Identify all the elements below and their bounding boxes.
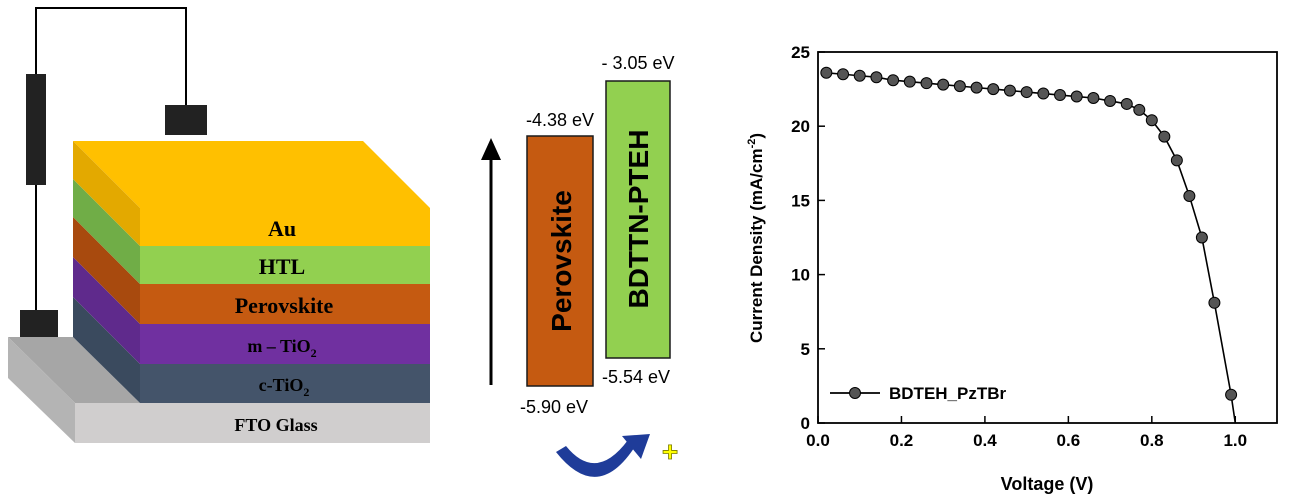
y-tick-label: 15 [791,191,810,210]
jv-chart: 0 5 10 15 20 25 0.0 0.2 0.4 0.6 0.8 1.0 Voltage (V… [746,43,1278,494]
data-point [1170,154,1183,167]
data-point [1195,231,1208,244]
x-axis-ticks: 0.0 0.2 0.4 0.6 0.8 1.0 [806,416,1247,450]
hole-symbol: + [662,436,678,467]
data-point [1145,114,1158,127]
data-point [1208,296,1221,309]
x-tick-label: 0.8 [1140,431,1164,450]
y-tick-label: 0 [801,414,810,433]
series-layer [820,66,1238,424]
htl-band-label: BDTTN-PTEH [623,130,654,309]
data-point [853,69,866,82]
perovskite-band-block [526,135,594,387]
data-point [1158,130,1171,143]
hole-transfer-arrow-head [622,434,650,459]
m-tio2-side-face [73,257,140,364]
layer-label-fto-glass: FTO Glass [234,415,317,435]
resistor-element [26,74,46,185]
data-point [820,66,833,79]
htl-lumo-level: - 3.05 eV [601,53,674,73]
series-line [826,71,1237,424]
x-tick-label: 0.4 [973,431,997,450]
htl-homo-level: -5.54 eV [602,367,670,387]
y-tick-label: 5 [801,340,810,359]
layer-label-perovskite: Perovskite [235,293,334,318]
data-point [970,81,983,94]
x-tick-label: 0.2 [890,431,914,450]
y-tick-label: 25 [791,43,810,62]
data-point [1003,84,1016,97]
data-point [1104,94,1117,107]
htl-front-face [140,246,430,284]
data-point [1070,90,1083,103]
c-tio2-side-face [73,297,140,403]
au-top-face [73,141,430,208]
fto-glass-front-face [75,403,430,443]
energy-diagram: Perovskite -4.38 eV -5.90 eV BDTTN-PTEH … [481,53,679,477]
device-stack: Au HTL Perovskite m – TiO2 c-TiO2 FTO Gl… [8,7,430,443]
htl-side-face [73,179,140,284]
data-point [987,83,1000,96]
plot-frame [817,51,1278,424]
legend-label: BDTEH_PzTBr [889,384,1007,403]
data-point [1133,103,1146,116]
legend-marker [849,387,861,399]
data-point [1037,87,1050,100]
perovskite-side-face [73,217,140,324]
perovskite-band-label: Perovskite [546,190,577,332]
perovskite-homo-level: -5.90 eV [520,397,588,417]
y-tick-label: 10 [791,266,810,285]
data-point [870,71,883,84]
fto-glass-top-face [8,337,140,403]
data-point [1225,388,1238,401]
au-side-face [73,141,140,246]
layer-label-m-tio2: m – TiO2 [247,336,316,360]
data-point [887,74,900,87]
x-tick-label: 0.0 [806,431,830,450]
data-point [1087,92,1100,105]
c-tio2-front-face [140,364,430,403]
fto-glass-side-face [8,337,75,443]
m-tio2-front-face [140,324,430,364]
bottom-contact [20,310,58,337]
hole-transfer-arrow-body [556,440,636,477]
y-tick-label: 20 [791,117,810,136]
top-wire [35,7,187,105]
x-tick-label: 1.0 [1223,431,1247,450]
y-axis-ticks: 0 5 10 15 20 25 [791,43,825,433]
data-point [1183,189,1196,202]
data-point [903,75,916,88]
layer-label-au: Au [268,216,296,241]
data-point [953,80,966,93]
perovskite-lumo-level: -4.38 eV [526,110,594,130]
data-point [1120,97,1133,110]
layer-label-htl: HTL [259,254,305,279]
perovskite-front-face [140,284,430,324]
data-point [1020,86,1033,99]
data-point [937,78,950,91]
layer-label-c-tio2: c-TiO2 [259,375,310,399]
htl-band-block [605,80,671,359]
legend: BDTEH_PzTBr [830,384,1007,403]
y-axis-label: Current Density (mA/cm-2) [746,133,766,343]
au-front-face [140,208,430,246]
top-contact [165,105,207,135]
data-point [837,68,850,81]
x-axis-label: Voltage (V) [1001,474,1094,494]
data-point [1054,89,1067,102]
data-point [920,77,933,90]
x-tick-label: 0.6 [1057,431,1081,450]
energy-axis-arrow-head [481,138,501,160]
